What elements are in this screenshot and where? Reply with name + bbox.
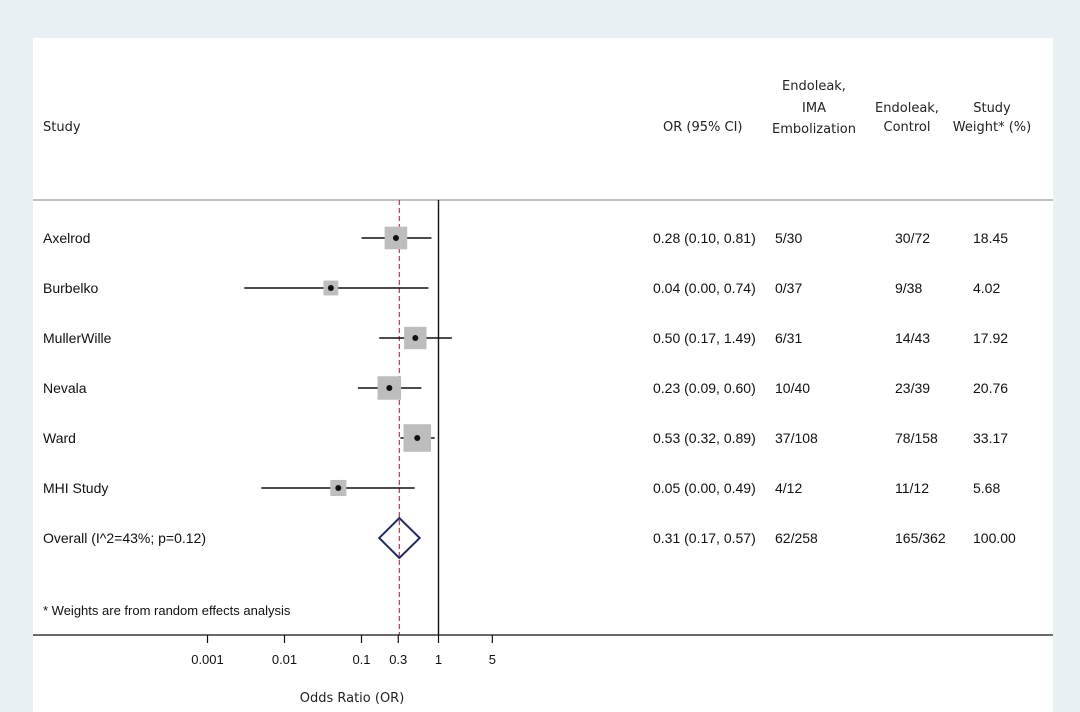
point-estimate [392, 235, 399, 241]
forest-plot: Study OR (95% CI) Endoleak, IMA Emboliza… [33, 79, 1053, 706]
header-emb-line3: Embolization [772, 122, 856, 137]
header-weight-line2: Weight* (%) [953, 120, 1031, 135]
or-ci-value: 0.23 (0.09, 0.60) [653, 380, 756, 396]
x-tick-label: 0.3 [389, 652, 407, 667]
point-estimate [327, 285, 334, 291]
or-ci-value: 0.28 (0.10, 0.81) [653, 230, 756, 246]
x-tick-label: 0.01 [272, 652, 297, 667]
overall-ctrl-count: 165/362 [895, 530, 946, 546]
study-name: MullerWille [43, 330, 112, 346]
ctrl-count: 78/158 [895, 430, 938, 446]
study-weight: 4.02 [973, 280, 1000, 296]
x-tick-label: 1 [435, 652, 442, 667]
overall-name: Overall (I^2=43%; p=0.12) [43, 530, 206, 546]
study-weight: 17.92 [973, 330, 1008, 346]
header-emb-line1: Endoleak, [782, 79, 846, 94]
study-weight: 20.76 [973, 380, 1008, 396]
emb-count: 10/40 [775, 380, 810, 396]
study-weight: 33.17 [973, 430, 1008, 446]
study-name: Ward [43, 430, 76, 446]
forest-plot-panel: Study OR (95% CI) Endoleak, IMA Emboliza… [33, 38, 1053, 712]
or-ci-value: 0.05 (0.00, 0.49) [653, 480, 756, 496]
header-emb-line2: IMA [802, 101, 826, 116]
x-tick-label: 0.001 [191, 652, 224, 667]
x-tick-label: 5 [489, 652, 496, 667]
emb-count: 6/31 [775, 330, 802, 346]
study-weight: 18.45 [973, 230, 1008, 246]
emb-count: 37/108 [775, 430, 818, 446]
point-estimate [335, 485, 342, 491]
header-weight-line1: Study [973, 101, 1011, 116]
header-study: Study [43, 120, 81, 135]
ctrl-count: 11/12 [895, 480, 929, 496]
overall-or-ci: 0.31 (0.17, 0.57) [653, 530, 756, 546]
header-or-ci: OR (95% CI) [663, 120, 742, 135]
or-ci-value: 0.04 (0.00, 0.74) [653, 280, 756, 296]
ctrl-count: 23/39 [895, 380, 930, 396]
ctrl-count: 14/43 [895, 330, 930, 346]
x-axis-ticks: 0.001 0.01 0.1 0.3 1 5 [191, 635, 496, 667]
or-ci-value: 0.50 (0.17, 1.49) [653, 330, 756, 346]
x-tick-label: 0.1 [352, 652, 370, 667]
study-weight: 5.68 [973, 480, 1000, 496]
point-estimate [412, 335, 419, 341]
ctrl-count: 30/72 [895, 230, 930, 246]
study-name: Nevala [43, 380, 87, 396]
header-ctrl-line2: Control [884, 120, 931, 135]
header-ctrl-line1: Endoleak, [875, 101, 939, 116]
point-estimate [414, 435, 421, 441]
or-ci-value: 0.53 (0.32, 0.89) [653, 430, 756, 446]
emb-count: 4/12 [775, 480, 802, 496]
plot-marks [244, 200, 452, 635]
overall-diamond [377, 516, 422, 560]
ctrl-count: 9/38 [895, 280, 922, 296]
study-name: Burbelko [43, 280, 98, 296]
study-name: Axelrod [43, 230, 90, 246]
emb-count: 5/30 [775, 230, 802, 246]
overall-emb-count: 62/258 [775, 530, 818, 546]
emb-count: 0/37 [775, 280, 802, 296]
table-rows: Axelrod 0.28 (0.10, 0.81) 5/30 30/72 18.45 Bu… [43, 230, 1016, 546]
point-estimate [386, 385, 393, 391]
overall-weight: 100.00 [973, 530, 1016, 546]
study-name: MHI Study [43, 480, 108, 496]
footnote: * Weights are from random effects analys… [43, 603, 291, 618]
x-axis-label: Odds Ratio (OR) [300, 691, 405, 706]
